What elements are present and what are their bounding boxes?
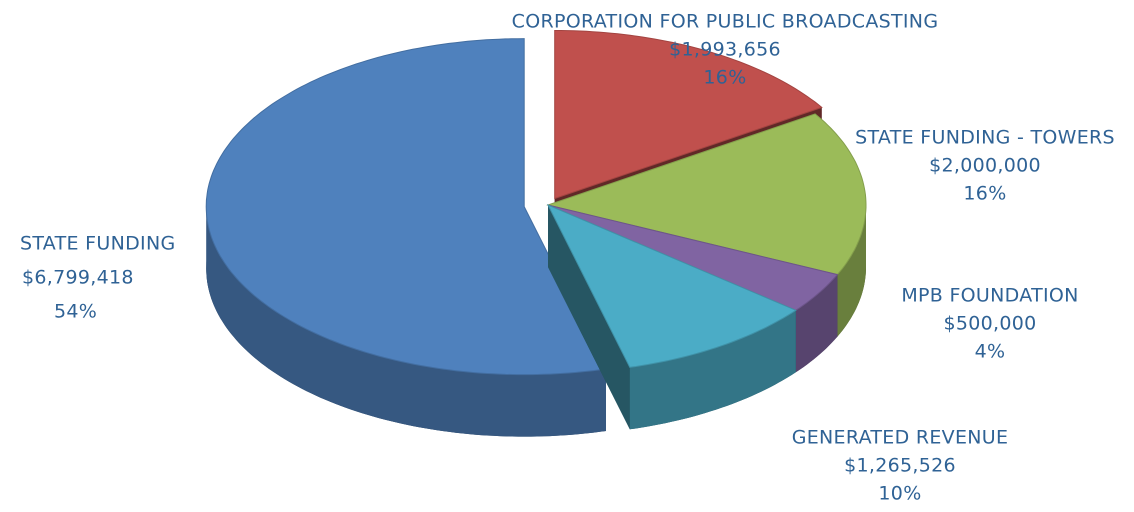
slice-label: STATE FUNDING bbox=[20, 233, 175, 255]
slice-value-label: $1,265,526 bbox=[844, 455, 956, 477]
slice-wall bbox=[629, 310, 796, 430]
slice-side bbox=[548, 205, 630, 430]
slice-wall bbox=[206, 206, 606, 437]
slice-top bbox=[205, 38, 607, 376]
slice-top bbox=[546, 204, 797, 368]
pie-slice bbox=[546, 204, 797, 430]
slice-label: CORPORATION FOR PUBLIC BROADCASTING bbox=[512, 11, 939, 33]
slice-top bbox=[547, 204, 839, 311]
slice-top bbox=[554, 30, 823, 200]
slice-wall bbox=[795, 274, 838, 373]
slice-label: STATE FUNDING - TOWERS bbox=[855, 127, 1115, 149]
slice-value-label: $6,799,418 bbox=[22, 267, 134, 289]
slice-percent-label: 16% bbox=[963, 183, 1006, 205]
pie-slice bbox=[205, 38, 607, 437]
slice-value-label: $2,000,000 bbox=[929, 155, 1041, 177]
slice-percent-label: 54% bbox=[54, 301, 97, 323]
slice-value-label: $500,000 bbox=[943, 313, 1036, 335]
slice-value-label: $1,993,656 bbox=[669, 39, 781, 61]
slice-percent-label: 16% bbox=[703, 67, 746, 89]
slice-top bbox=[546, 113, 867, 276]
slice-wall bbox=[837, 205, 866, 337]
slice-percent-label: 4% bbox=[975, 341, 1006, 363]
slice-label: MPB FOUNDATION bbox=[901, 285, 1078, 307]
slice-label: GENERATED REVENUE bbox=[792, 427, 1009, 449]
slice-percent-label: 10% bbox=[878, 483, 921, 505]
